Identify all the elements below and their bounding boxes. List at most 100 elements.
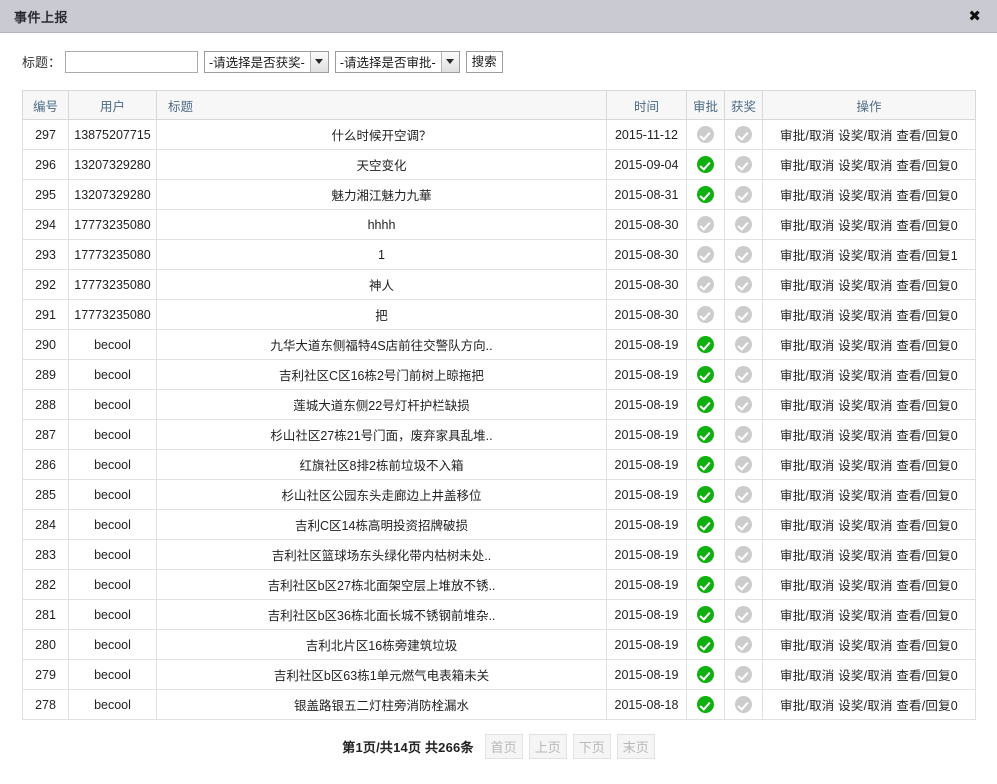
cell-title[interactable]: 吉利社区C区16栋2号门前树上晾拖把	[156, 359, 607, 390]
cell-award[interactable]	[724, 239, 763, 270]
cell-award[interactable]	[724, 209, 763, 240]
cell-approval[interactable]	[686, 269, 725, 300]
row-actions[interactable]: 审批/取消 设奖/取消 查看/回复0	[780, 609, 958, 623]
check-approved-icon[interactable]	[697, 666, 714, 683]
column-header-approval[interactable]: 审批	[686, 90, 725, 120]
cell-award[interactable]	[724, 419, 763, 450]
cell-approval[interactable]	[686, 599, 725, 630]
check-approved-icon[interactable]	[697, 696, 714, 713]
check-approved-icon[interactable]	[697, 606, 714, 623]
cell-approval[interactable]	[686, 119, 725, 150]
check-unawarded-icon[interactable]	[735, 276, 752, 293]
row-actions[interactable]: 审批/取消 设奖/取消 查看/回复0	[780, 129, 958, 143]
check-approved-icon[interactable]	[697, 396, 714, 413]
prev-page-button[interactable]: 上页	[528, 734, 567, 759]
check-unawarded-icon[interactable]	[735, 216, 752, 233]
cell-approval[interactable]	[686, 449, 725, 480]
check-approved-icon[interactable]	[697, 156, 714, 173]
check-unawarded-icon[interactable]	[735, 246, 752, 263]
check-approved-icon[interactable]	[697, 576, 714, 593]
cell-approval[interactable]	[686, 659, 725, 690]
check-unawarded-icon[interactable]	[735, 156, 752, 173]
row-actions[interactable]: 审批/取消 设奖/取消 查看/回复0	[780, 369, 958, 383]
cell-title[interactable]: 吉利社区b区27栋北面架空层上堆放不锈..	[156, 569, 607, 600]
cell-award[interactable]	[724, 659, 763, 690]
check-approved-icon[interactable]	[697, 546, 714, 563]
cell-title[interactable]: 九华大道东侧福特4S店前往交警队方向..	[156, 329, 607, 360]
cell-title[interactable]: 银盖路银五二灯柱旁消防栓漏水	[156, 689, 607, 720]
check-unawarded-icon[interactable]	[735, 456, 752, 473]
check-unawarded-icon[interactable]	[735, 606, 752, 623]
check-approved-icon[interactable]	[697, 336, 714, 353]
cell-award[interactable]	[724, 149, 763, 180]
check-unawarded-icon[interactable]	[735, 516, 752, 533]
check-unawarded-icon[interactable]	[735, 636, 752, 653]
row-actions[interactable]: 审批/取消 设奖/取消 查看/回复0	[780, 279, 958, 293]
cell-award[interactable]	[724, 479, 763, 510]
cell-title[interactable]: 吉利北片区16栋旁建筑垃圾	[156, 629, 607, 660]
row-actions[interactable]: 审批/取消 设奖/取消 查看/回复0	[780, 459, 958, 473]
search-button[interactable]: 搜索	[465, 50, 503, 73]
cell-title[interactable]: 把	[156, 299, 607, 330]
cell-title[interactable]: 吉利社区b区36栋北面长城不锈钢前堆杂..	[156, 599, 607, 630]
check-unawarded-icon[interactable]	[735, 696, 752, 713]
row-actions[interactable]: 审批/取消 设奖/取消 查看/回复1	[780, 249, 958, 263]
check-approved-icon[interactable]	[697, 366, 714, 383]
cell-award[interactable]	[724, 629, 763, 660]
check-unapproved-icon[interactable]	[697, 276, 714, 293]
cell-title[interactable]: 杉山社区公园东头走廊边上井盖移位	[156, 479, 607, 510]
cell-title[interactable]: 杉山社区27栋21号门面，废弃家具乱堆..	[156, 419, 607, 450]
cell-approval[interactable]	[686, 299, 725, 330]
row-actions[interactable]: 审批/取消 设奖/取消 查看/回复0	[780, 579, 958, 593]
row-actions[interactable]: 审批/取消 设奖/取消 查看/回复0	[780, 519, 958, 533]
cell-award[interactable]	[724, 599, 763, 630]
check-unawarded-icon[interactable]	[735, 666, 752, 683]
cell-award[interactable]	[724, 119, 763, 150]
cell-title[interactable]: 莲城大道东侧22号灯杆护栏缺损	[156, 389, 607, 420]
cell-approval[interactable]	[686, 389, 725, 420]
check-unawarded-icon[interactable]	[735, 576, 752, 593]
cell-award[interactable]	[724, 689, 763, 720]
last-page-button[interactable]: 末页	[616, 734, 655, 759]
cell-award[interactable]	[724, 509, 763, 540]
search-input[interactable]	[65, 50, 199, 73]
column-header-time[interactable]: 时间	[606, 90, 687, 120]
check-unawarded-icon[interactable]	[735, 396, 752, 413]
cell-title[interactable]: 什么时候开空调？	[156, 119, 607, 150]
check-approved-icon[interactable]	[697, 636, 714, 653]
row-actions[interactable]: 审批/取消 设奖/取消 查看/回复0	[780, 219, 958, 233]
row-actions[interactable]: 审批/取消 设奖/取消 查看/回复0	[780, 669, 958, 683]
cell-title[interactable]: hhhh	[156, 209, 607, 240]
cell-title[interactable]: 神人	[156, 269, 607, 300]
cell-award[interactable]	[724, 539, 763, 570]
check-unawarded-icon[interactable]	[735, 126, 752, 143]
cell-title[interactable]: 吉利社区篮球场东头绿化带内枯树未处..	[156, 539, 607, 570]
first-page-button[interactable]: 首页	[484, 734, 523, 759]
next-page-button[interactable]: 下页	[572, 734, 611, 759]
cell-approval[interactable]	[686, 359, 725, 390]
cell-title[interactable]: 天空变化	[156, 149, 607, 180]
check-unawarded-icon[interactable]	[735, 336, 752, 353]
check-approved-icon[interactable]	[697, 486, 714, 503]
column-header-user[interactable]: 用户	[68, 90, 157, 120]
row-actions[interactable]: 审批/取消 设奖/取消 查看/回复0	[780, 309, 958, 323]
cell-approval[interactable]	[686, 239, 725, 270]
cell-award[interactable]	[724, 269, 763, 300]
cell-approval[interactable]	[686, 179, 725, 210]
column-header-id[interactable]: 编号	[22, 90, 69, 120]
check-approved-icon[interactable]	[697, 186, 714, 203]
cell-title[interactable]: 1	[156, 239, 607, 270]
cell-approval[interactable]	[686, 419, 725, 450]
row-actions[interactable]: 审批/取消 设奖/取消 查看/回复0	[780, 339, 958, 353]
check-unawarded-icon[interactable]	[735, 306, 752, 323]
cell-approval[interactable]	[686, 479, 725, 510]
row-actions[interactable]: 审批/取消 设奖/取消 查看/回复0	[780, 699, 958, 713]
row-actions[interactable]: 审批/取消 设奖/取消 查看/回复0	[780, 159, 958, 173]
cell-approval[interactable]	[686, 629, 725, 660]
check-unapproved-icon[interactable]	[697, 246, 714, 263]
cell-award[interactable]	[724, 329, 763, 360]
check-approved-icon[interactable]	[697, 516, 714, 533]
cell-award[interactable]	[724, 569, 763, 600]
check-unawarded-icon[interactable]	[735, 426, 752, 443]
cell-award[interactable]	[724, 389, 763, 420]
